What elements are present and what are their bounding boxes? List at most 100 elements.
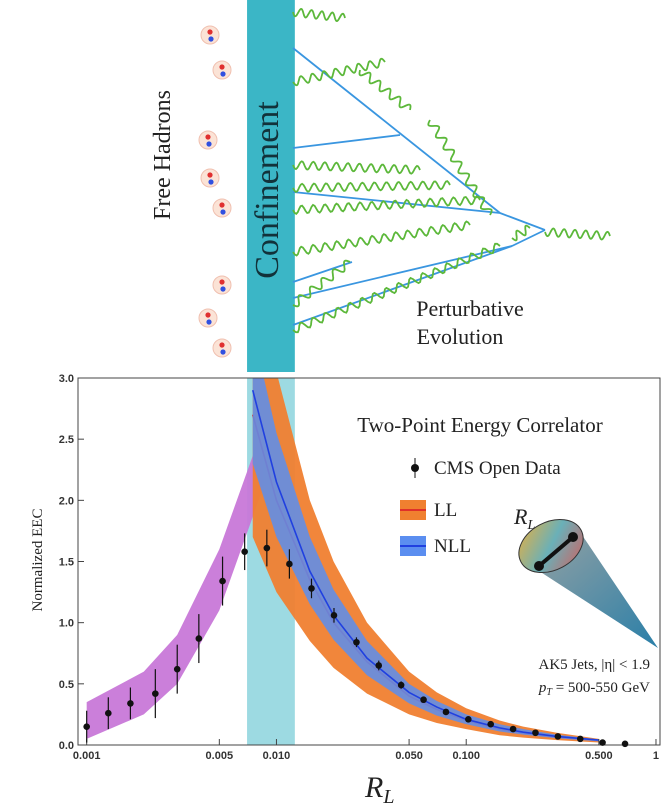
data-point bbox=[127, 700, 134, 707]
parton-line bbox=[292, 245, 513, 299]
gluon bbox=[544, 227, 611, 241]
annotation: Two-Point Energy Correlator bbox=[357, 413, 602, 437]
quark bbox=[219, 64, 225, 70]
gluon bbox=[292, 242, 501, 334]
uncertainty-band bbox=[86, 426, 264, 739]
gluon bbox=[292, 259, 351, 308]
hadron bbox=[212, 60, 232, 80]
quark bbox=[220, 286, 226, 292]
quark bbox=[219, 202, 225, 208]
pt-info: pT = 500-550 GeV bbox=[538, 680, 650, 698]
data-point bbox=[487, 720, 495, 728]
data-point bbox=[599, 739, 606, 746]
x-tick-label: 0.050 bbox=[395, 750, 423, 762]
data-point bbox=[621, 740, 629, 748]
x-tick-label: 0.500 bbox=[585, 750, 613, 762]
quark bbox=[205, 134, 211, 140]
gluon bbox=[292, 220, 471, 257]
pt-rest: = 500-550 GeV bbox=[552, 680, 650, 696]
hadron bbox=[200, 168, 220, 188]
y-tick-label: 3.0 bbox=[59, 373, 74, 385]
x-axis-label: RL bbox=[364, 771, 394, 808]
data-point bbox=[442, 708, 450, 716]
data-point bbox=[219, 577, 226, 585]
quark bbox=[205, 312, 211, 318]
data-point bbox=[532, 729, 539, 737]
parton-line bbox=[499, 212, 546, 231]
parton-line bbox=[511, 229, 546, 247]
legend-label: NLL bbox=[434, 536, 471, 557]
diagram bbox=[198, 0, 611, 372]
y-tick-label: 2.5 bbox=[59, 434, 74, 446]
quark bbox=[219, 279, 225, 285]
cone-icon: RL bbox=[513, 504, 658, 648]
x-axis-label-main: R bbox=[364, 771, 383, 804]
parton-line bbox=[292, 134, 401, 149]
quark bbox=[220, 71, 226, 77]
quark bbox=[208, 179, 214, 185]
y-tick-label: 1.5 bbox=[59, 557, 74, 569]
legend-label: LL bbox=[434, 500, 457, 521]
y-tick-label: 0.0 bbox=[59, 740, 74, 752]
gluon bbox=[292, 180, 451, 193]
data-point bbox=[465, 716, 472, 723]
x-tick-label: 0.001 bbox=[73, 750, 101, 762]
hadron bbox=[212, 338, 232, 358]
perturbative-label: Evolution bbox=[417, 324, 504, 349]
quark bbox=[206, 319, 212, 325]
hadron bbox=[198, 308, 218, 328]
perturbative-label: Perturbative bbox=[416, 296, 524, 321]
y-tick-label: 0.5 bbox=[59, 679, 74, 691]
gluon bbox=[358, 69, 412, 111]
x-tick-label: 1 bbox=[653, 750, 659, 762]
cone-disk bbox=[518, 518, 584, 574]
parton-line bbox=[292, 261, 353, 283]
hadron bbox=[198, 130, 218, 150]
quark bbox=[220, 209, 226, 215]
quark bbox=[208, 36, 214, 42]
quark bbox=[206, 141, 212, 147]
data-point bbox=[576, 735, 584, 743]
parton-line bbox=[292, 47, 501, 214]
x-tick-label: 0.100 bbox=[452, 750, 480, 762]
gluon bbox=[292, 195, 481, 215]
data-point bbox=[554, 733, 562, 740]
uncertainty-band bbox=[252, 378, 599, 743]
cone-label-sub: L bbox=[526, 518, 535, 533]
free-hadrons-label: Free Hadrons bbox=[150, 90, 176, 220]
data-point bbox=[152, 690, 159, 697]
jet-info: AK5 Jets, |η| < 1.9 bbox=[539, 657, 650, 673]
quark bbox=[207, 172, 213, 178]
data-point bbox=[308, 585, 315, 592]
legend-marker bbox=[411, 464, 419, 472]
data-point bbox=[330, 612, 338, 619]
hadron bbox=[212, 198, 232, 218]
data-point bbox=[397, 681, 405, 689]
y-tick-label: 1.0 bbox=[59, 618, 74, 630]
data-point bbox=[105, 709, 112, 717]
y-tick-label: 2.0 bbox=[59, 495, 74, 507]
chart: 0.0 0.5 1.0 1.5 2.0 2.5 3.0 0.001 0.005 0.010 0.05… bbox=[59, 373, 661, 762]
gluon bbox=[292, 160, 421, 175]
x-axis-label-sub: L bbox=[382, 786, 394, 808]
data-point bbox=[420, 696, 427, 704]
cone-label-main: R bbox=[513, 504, 528, 529]
quark bbox=[220, 349, 226, 355]
data-point bbox=[286, 560, 293, 568]
quark bbox=[207, 29, 213, 35]
pt-main: p bbox=[538, 680, 547, 696]
hadron bbox=[212, 275, 232, 295]
legend-label: CMS Open Data bbox=[434, 458, 561, 479]
data-point bbox=[241, 548, 248, 556]
data-point bbox=[173, 665, 181, 673]
pt-sub: T bbox=[546, 687, 553, 698]
confinement-band bbox=[247, 0, 295, 372]
cone-label: RL bbox=[513, 504, 535, 533]
data-point bbox=[353, 638, 360, 646]
data-point bbox=[375, 662, 383, 669]
data-point bbox=[509, 725, 517, 733]
data-point bbox=[195, 635, 203, 642]
confinement-label: Confinement bbox=[249, 101, 286, 279]
cone-pair bbox=[537, 535, 575, 568]
